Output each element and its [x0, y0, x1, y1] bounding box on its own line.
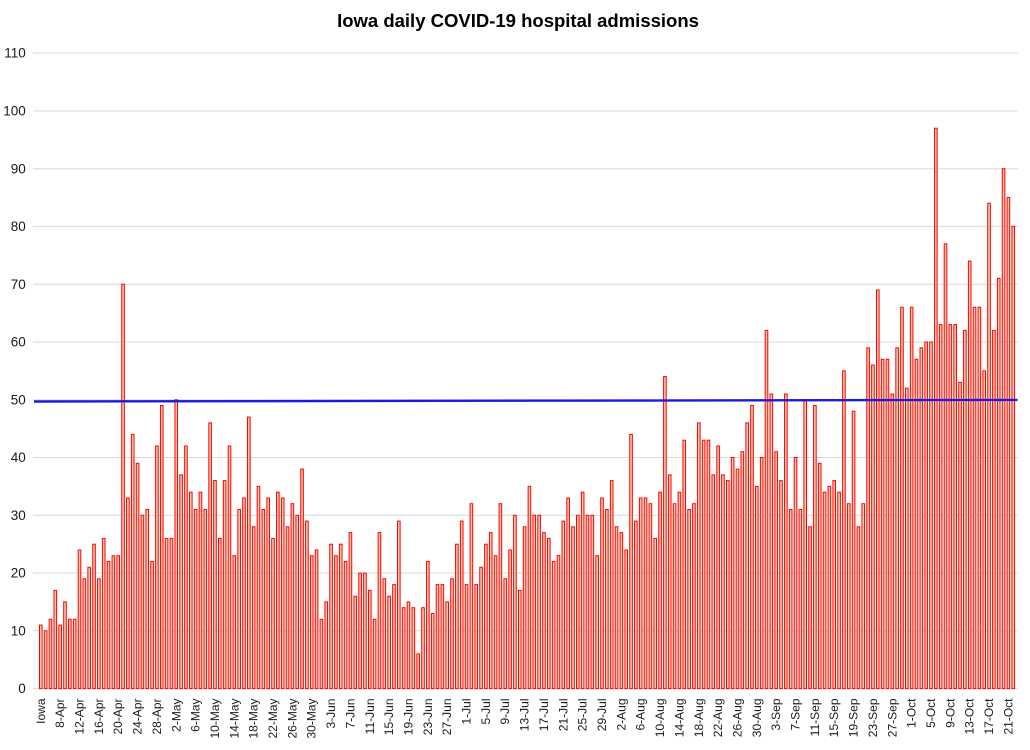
- svg-text:20: 20: [11, 566, 26, 581]
- svg-text:22-May: 22-May: [266, 699, 280, 739]
- svg-text:40: 40: [11, 450, 26, 465]
- svg-text:19-Jun: 19-Jun: [402, 699, 416, 736]
- svg-text:29-Jul: 29-Jul: [595, 699, 609, 732]
- svg-text:26-Aug: 26-Aug: [731, 699, 745, 738]
- svg-text:2-Aug: 2-Aug: [614, 699, 628, 731]
- svg-text:3-Jun: 3-Jun: [324, 699, 338, 729]
- svg-text:8-Apr: 8-Apr: [53, 698, 67, 727]
- svg-text:7-Jun: 7-Jun: [343, 699, 357, 729]
- svg-text:27-Jun: 27-Jun: [440, 699, 454, 736]
- svg-text:23-Jun: 23-Jun: [421, 699, 435, 736]
- svg-text:19-Sep: 19-Sep: [847, 698, 861, 737]
- svg-text:6-May: 6-May: [189, 699, 203, 732]
- svg-text:2-May: 2-May: [169, 699, 183, 732]
- svg-text:27-Sep: 27-Sep: [885, 698, 899, 737]
- svg-text:5-Oct: 5-Oct: [924, 698, 938, 728]
- svg-text:18-Aug: 18-Aug: [692, 699, 706, 738]
- svg-text:12-Apr: 12-Apr: [73, 699, 87, 735]
- svg-text:21-Oct: 21-Oct: [1001, 698, 1015, 735]
- svg-text:30-May: 30-May: [305, 699, 319, 739]
- svg-text:6-Aug: 6-Aug: [634, 699, 648, 731]
- svg-text:30-Aug: 30-Aug: [750, 699, 764, 738]
- svg-text:15-Sep: 15-Sep: [827, 698, 841, 737]
- svg-text:1-Jul: 1-Jul: [460, 699, 474, 725]
- svg-text:70: 70: [11, 277, 26, 292]
- svg-text:100: 100: [3, 104, 26, 119]
- svg-text:22-Aug: 22-Aug: [711, 699, 725, 738]
- svg-text:0: 0: [18, 681, 26, 696]
- svg-text:10-Aug: 10-Aug: [653, 699, 667, 738]
- svg-text:11-Sep: 11-Sep: [808, 698, 822, 736]
- svg-text:3-Sep: 3-Sep: [769, 698, 783, 730]
- svg-text:50: 50: [11, 392, 26, 407]
- svg-text:13-Jul: 13-Jul: [518, 699, 532, 732]
- svg-text:24-Apr: 24-Apr: [131, 699, 145, 735]
- svg-text:5-Jul: 5-Jul: [479, 699, 493, 725]
- svg-text:23-Sep: 23-Sep: [866, 698, 880, 737]
- svg-text:26-May: 26-May: [285, 699, 299, 739]
- svg-text:17-Oct: 17-Oct: [982, 698, 996, 735]
- svg-text:10-May: 10-May: [208, 699, 222, 739]
- svg-text:18-May: 18-May: [247, 699, 261, 739]
- svg-text:16-Apr: 16-Apr: [92, 699, 106, 735]
- svg-text:11-Jun: 11-Jun: [363, 699, 377, 735]
- svg-text:7-Sep: 7-Sep: [789, 698, 803, 730]
- svg-text:10: 10: [11, 623, 26, 638]
- svg-text:9-Jul: 9-Jul: [498, 699, 512, 725]
- svg-text:Iowa: Iowa: [34, 698, 48, 724]
- svg-text:14-May: 14-May: [227, 699, 241, 739]
- svg-text:28-Apr: 28-Apr: [150, 699, 164, 735]
- svg-text:21-Jul: 21-Jul: [556, 699, 570, 732]
- svg-text:17-Jul: 17-Jul: [537, 699, 551, 732]
- svg-text:9-Oct: 9-Oct: [943, 698, 957, 728]
- svg-text:1-Oct: 1-Oct: [905, 698, 919, 728]
- svg-text:60: 60: [11, 335, 26, 350]
- svg-text:Iowa daily COVID-19 hospital a: Iowa daily COVID-19 hospital admissions: [337, 10, 699, 31]
- svg-text:20-Apr: 20-Apr: [111, 699, 125, 735]
- svg-text:14-Aug: 14-Aug: [672, 699, 686, 738]
- svg-text:13-Oct: 13-Oct: [963, 698, 977, 735]
- svg-text:80: 80: [11, 219, 26, 234]
- svg-text:110: 110: [4, 46, 26, 61]
- svg-text:30: 30: [11, 508, 26, 523]
- svg-text:25-Jul: 25-Jul: [576, 699, 590, 732]
- svg-text:15-Jun: 15-Jun: [382, 699, 396, 736]
- svg-text:90: 90: [11, 161, 26, 176]
